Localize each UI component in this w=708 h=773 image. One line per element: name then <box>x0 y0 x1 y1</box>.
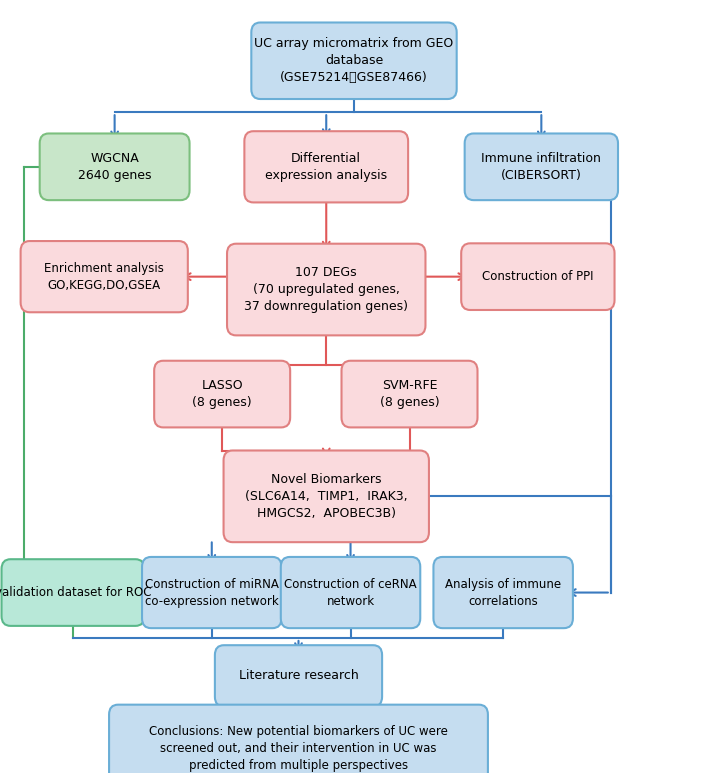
Text: Literature research: Literature research <box>239 669 358 683</box>
FancyBboxPatch shape <box>21 241 188 312</box>
FancyBboxPatch shape <box>109 705 488 773</box>
FancyBboxPatch shape <box>251 22 457 99</box>
Text: Analysis of immune
correlations: Analysis of immune correlations <box>445 577 561 608</box>
Text: SVM-RFE
(8 genes): SVM-RFE (8 genes) <box>379 379 440 409</box>
Text: Differential
expression analysis: Differential expression analysis <box>266 152 387 182</box>
Text: Novel Biomarkers
(SLC6A14,  TIMP1,  IRAK3,
HMGCS2,  APOBEC3B): Novel Biomarkers (SLC6A14, TIMP1, IRAK3,… <box>245 473 408 520</box>
FancyBboxPatch shape <box>1 559 144 626</box>
Text: WGCNA
2640 genes: WGCNA 2640 genes <box>78 152 152 182</box>
FancyBboxPatch shape <box>464 134 618 200</box>
Text: Construction of PPI: Construction of PPI <box>482 270 593 283</box>
FancyBboxPatch shape <box>154 361 290 427</box>
Text: Immune infiltration
(CIBERSORT): Immune infiltration (CIBERSORT) <box>481 152 601 182</box>
FancyBboxPatch shape <box>142 557 282 628</box>
FancyBboxPatch shape <box>461 243 615 310</box>
Text: Conclusions: New potential biomarkers of UC were
screened out, and their interve: Conclusions: New potential biomarkers of… <box>149 725 448 772</box>
FancyBboxPatch shape <box>281 557 421 628</box>
FancyBboxPatch shape <box>244 131 408 203</box>
FancyBboxPatch shape <box>341 361 477 427</box>
FancyBboxPatch shape <box>227 243 426 335</box>
Text: Construction of ceRNA
network: Construction of ceRNA network <box>284 577 417 608</box>
Text: validation dataset for ROC: validation dataset for ROC <box>0 586 152 599</box>
Text: LASSO
(8 genes): LASSO (8 genes) <box>193 379 252 409</box>
Text: UC array micromatrix from GEO
database
(GSE75214、GSE87466): UC array micromatrix from GEO database (… <box>254 37 454 84</box>
Text: 107 DEGs
(70 upregulated genes,
37 downregulation genes): 107 DEGs (70 upregulated genes, 37 downr… <box>244 266 409 313</box>
FancyBboxPatch shape <box>215 645 382 707</box>
FancyBboxPatch shape <box>224 451 429 542</box>
Text: Construction of miRNA
co-expression network: Construction of miRNA co-expression netw… <box>145 577 279 608</box>
Text: Enrichment analysis
GO,KEGG,DO,GSEA: Enrichment analysis GO,KEGG,DO,GSEA <box>45 261 164 291</box>
FancyBboxPatch shape <box>40 134 190 200</box>
FancyBboxPatch shape <box>433 557 573 628</box>
